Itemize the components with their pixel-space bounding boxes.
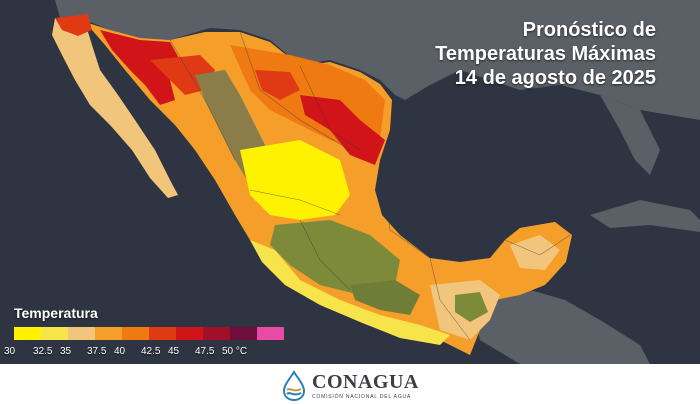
title-line-2: Temperaturas Máximas (435, 43, 656, 65)
florida (600, 95, 660, 175)
logo-name: CONAGUA (312, 371, 419, 393)
legend-tick-label: 40 (114, 346, 126, 357)
title-line-3: 14 de agosto de 2025 (454, 67, 656, 89)
baja-hot-zone (55, 14, 92, 36)
map-title: Pronóstico de Temperaturas Máximas 14 de… (435, 18, 656, 90)
central-highlands (270, 220, 400, 295)
legend-swatch (203, 327, 230, 340)
footer: CONAGUA COMISIÓN NACIONAL DEL AGUA (0, 364, 700, 404)
central-plateau (240, 140, 350, 220)
nuevo-leon-hot-zone (300, 95, 385, 165)
legend-ticks: 30 32.5 35 37.5 40 42.5 45 47.5 50 °C (0, 346, 300, 360)
legend-tick-label: 30 (4, 346, 16, 357)
baja-california (52, 18, 178, 198)
logo-subtitle: COMISIÓN NACIONAL DEL AGUA (312, 394, 412, 400)
title-line-1: Pronóstico de (522, 19, 656, 41)
legend-swatch (68, 327, 95, 340)
legend-tick-label: 32.5 (33, 346, 53, 357)
sonora-hot-zone (100, 30, 180, 105)
legend-swatch (122, 327, 149, 340)
legend-swatch (41, 327, 68, 340)
coahuila-red-zone (255, 70, 300, 100)
oaxaca-highlands (350, 280, 420, 315)
legend-swatch (14, 327, 41, 340)
central-america (470, 290, 650, 364)
legend-tick-label: 45 (168, 346, 180, 357)
conagua-logo: CONAGUA COMISIÓN NACIONAL DEL AGUA (280, 370, 420, 402)
legend-swatch (230, 327, 257, 340)
legend-swatch (257, 327, 284, 340)
legend-swatch (95, 327, 122, 340)
legend-color-bar (14, 327, 284, 340)
legend-swatch (149, 327, 176, 340)
legend-tick-label: 47.5 (195, 346, 215, 357)
legend-tick-label: 50 °C (222, 346, 248, 357)
south-yellow-zone (250, 240, 450, 345)
legend-tick-label: 37.5 (87, 346, 107, 357)
yucatan-light-zone (510, 235, 560, 270)
legend-title: Temperatura (14, 305, 98, 321)
legend-tick-label: 42.5 (141, 346, 161, 357)
state-borders (169, 31, 571, 341)
chiapas-highlands (455, 292, 488, 322)
water-drop-icon (282, 370, 306, 402)
cuba (590, 200, 700, 232)
legend-swatch (176, 327, 203, 340)
legend-tick-label: 35 (60, 346, 72, 357)
usa-land (55, 0, 700, 120)
sonora-hot-zone-2 (150, 55, 215, 95)
map-graphic (52, 0, 700, 364)
temperature-map: Pronóstico de Temperaturas Máximas 14 de… (0, 0, 700, 364)
